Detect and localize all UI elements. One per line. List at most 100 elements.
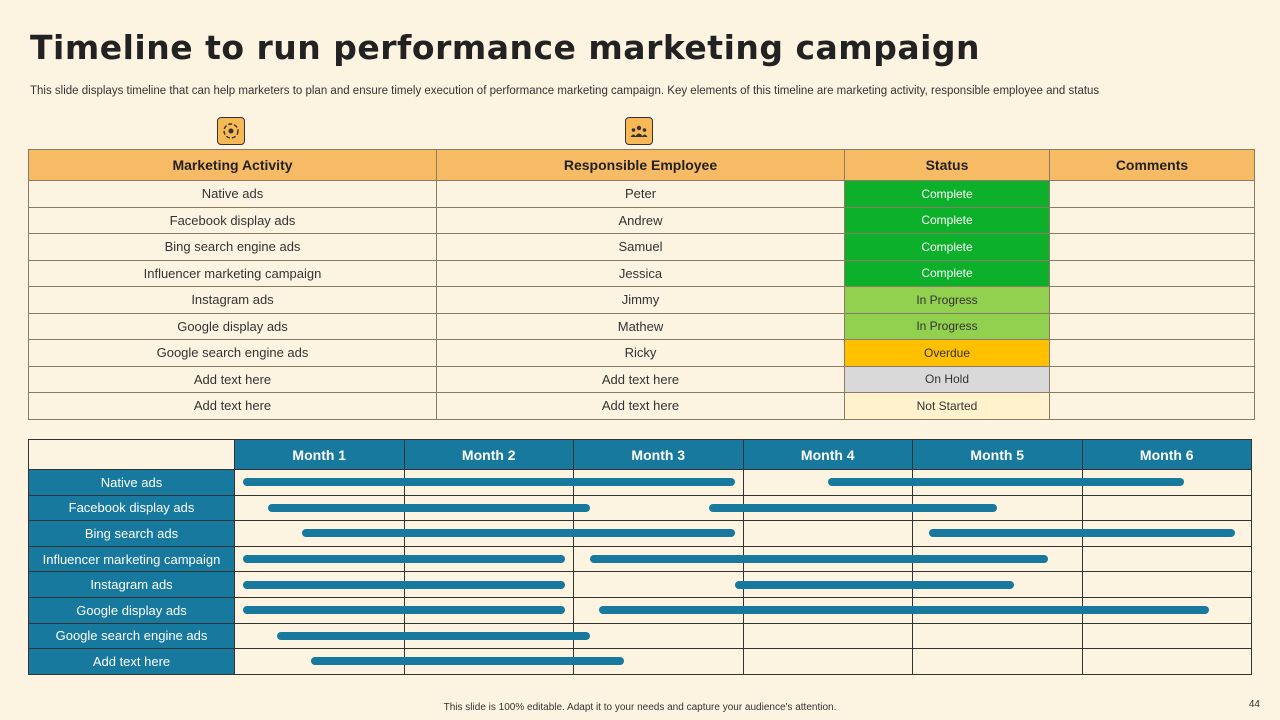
gantt-row: Native ads — [28, 469, 1252, 496]
activity-cell: Instagram ads — [28, 286, 437, 314]
comments-cell — [1049, 180, 1255, 208]
gantt-activity-label: Native ads — [28, 469, 235, 496]
col-header-employee: Responsible Employee — [436, 149, 845, 181]
status-badge: In Progress — [844, 286, 1050, 314]
table-row: Bing search engine ads Samuel Complete — [28, 233, 1255, 261]
gantt-cell — [403, 545, 574, 573]
col-header-activity: Marketing Activity — [28, 149, 437, 181]
gantt-cell — [573, 648, 744, 675]
status-badge: Complete — [844, 180, 1050, 208]
team-icon — [625, 117, 653, 145]
gantt-cell — [573, 596, 744, 624]
gantt-cell — [742, 494, 913, 522]
activity-cell: Google search engine ads — [28, 339, 437, 367]
gantt-cell — [573, 494, 744, 522]
comments-cell — [1049, 339, 1255, 367]
table-row: Add text here Add text here On Hold — [28, 365, 1255, 393]
gantt-row: Influencer marketing campaign — [28, 545, 1252, 573]
status-badge: Overdue — [844, 339, 1050, 367]
gantt-cell — [1081, 545, 1252, 573]
activity-cell: Add text here — [28, 392, 437, 420]
gantt-cell — [403, 494, 574, 522]
gantt-cell — [742, 520, 913, 547]
gantt-cell — [912, 648, 1083, 675]
gantt-cell — [573, 545, 744, 573]
table-row: Facebook display ads Andrew Complete — [28, 206, 1255, 234]
gantt-cell — [912, 571, 1083, 598]
gantt-cell — [1081, 622, 1252, 650]
gantt-cell — [742, 571, 913, 598]
gantt-row: Google display ads — [28, 596, 1252, 624]
gantt-row: Facebook display ads — [28, 494, 1252, 522]
gantt-header: Month 1 Month 2 Month 3 Month 4 Month 5 … — [28, 439, 1252, 470]
month-header: Month 2 — [403, 439, 574, 470]
gantt-activity-label: Google display ads — [28, 596, 235, 624]
comments-cell — [1049, 312, 1255, 340]
gantt-cell — [1081, 520, 1252, 547]
employee-cell: Samuel — [436, 233, 845, 261]
status-badge: In Progress — [844, 312, 1050, 340]
gantt-cell — [1081, 469, 1252, 496]
gantt-activity-label: Add text here — [28, 648, 235, 675]
status-table-header: Marketing Activity Responsible Employee … — [28, 149, 1255, 181]
table-row: Instagram ads Jimmy In Progress — [28, 286, 1255, 314]
gantt-row: Instagram ads — [28, 571, 1252, 598]
status-badge: On Hold — [844, 365, 1050, 393]
employee-cell: Add text here — [436, 365, 845, 393]
gantt-cell — [403, 622, 574, 650]
employee-cell: Add text here — [436, 392, 845, 420]
gantt-activity-label: Facebook display ads — [28, 494, 235, 522]
gantt-row: Bing search ads — [28, 520, 1252, 547]
month-header: Month 1 — [234, 439, 405, 470]
comments-cell — [1049, 286, 1255, 314]
gantt-cell — [912, 622, 1083, 650]
page-subtitle: This slide displays timeline that can he… — [30, 85, 1100, 97]
activity-cell: Influencer marketing campaign — [28, 259, 437, 287]
gantt-cell — [742, 648, 913, 675]
comments-cell — [1049, 206, 1255, 234]
gantt-cell — [573, 520, 744, 547]
footer-note: This slide is 100% editable. Adapt it to… — [443, 702, 837, 713]
employee-cell: Jimmy — [436, 286, 845, 314]
table-row: Google search engine ads Ricky Overdue — [28, 339, 1255, 367]
gantt-cell — [1081, 494, 1252, 522]
status-badge: Complete — [844, 259, 1050, 287]
employee-cell: Andrew — [436, 206, 845, 234]
comments-cell — [1049, 365, 1255, 393]
gantt-row: Add text here — [28, 648, 1252, 675]
gantt-cell — [912, 596, 1083, 624]
gantt-cell — [234, 622, 405, 650]
activity-cell: Add text here — [28, 365, 437, 393]
month-header: Month 5 — [912, 439, 1083, 470]
gantt-cell — [742, 622, 913, 650]
gantt-cell — [403, 648, 574, 675]
status-badge: Not Started — [844, 392, 1050, 420]
employee-cell: Ricky — [436, 339, 845, 367]
gantt-cell — [1081, 571, 1252, 598]
activity-cell: Facebook display ads — [28, 206, 437, 234]
gantt-cell — [234, 596, 405, 624]
gantt-cell — [234, 494, 405, 522]
gantt-cell — [234, 469, 405, 496]
status-badge: Complete — [844, 233, 1050, 261]
employee-cell: Jessica — [436, 259, 845, 287]
gantt-activity-label: Instagram ads — [28, 571, 235, 598]
gantt-cell — [742, 545, 913, 573]
gantt-cell — [403, 596, 574, 624]
gantt-corner — [28, 439, 235, 470]
gantt-cell — [234, 648, 405, 675]
page-number: 44 — [1248, 699, 1260, 710]
gantt-cell — [403, 520, 574, 547]
gantt-activity-label: Bing search ads — [28, 520, 235, 547]
month-header: Month 3 — [573, 439, 744, 470]
gantt-cell — [403, 571, 574, 598]
gantt-cell — [573, 469, 744, 496]
activity-cell: Bing search engine ads — [28, 233, 437, 261]
gantt-row: Google search engine ads — [28, 622, 1252, 650]
comments-cell — [1049, 392, 1255, 420]
table-row: Native ads Peter Complete — [28, 180, 1255, 208]
gantt-cell — [573, 571, 744, 598]
month-header: Month 6 — [1081, 439, 1252, 470]
table-row: Google display ads Mathew In Progress — [28, 312, 1255, 340]
employee-cell: Mathew — [436, 312, 845, 340]
